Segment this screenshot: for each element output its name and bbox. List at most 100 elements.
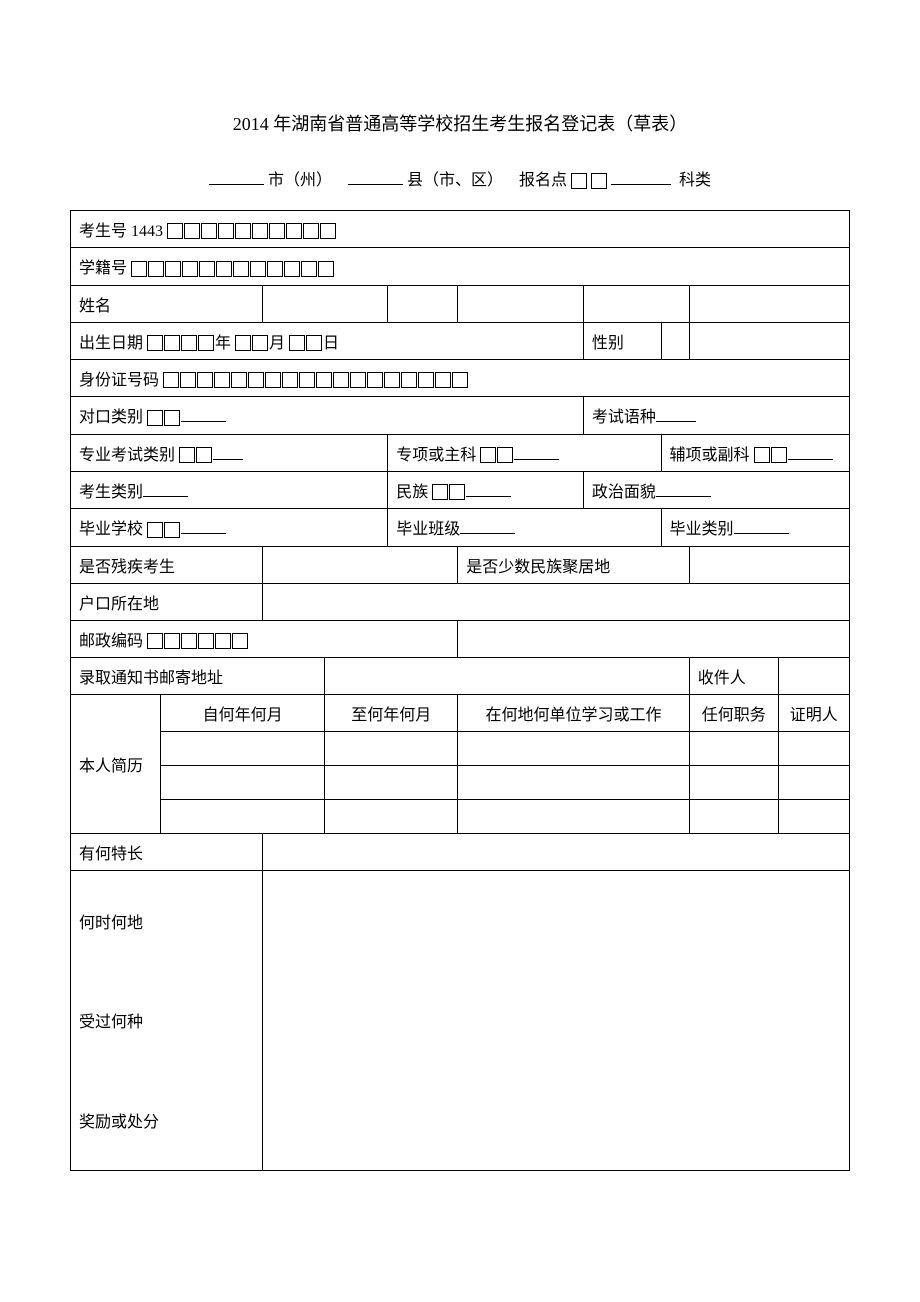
- resume-wit-2[interactable]: [778, 765, 849, 799]
- admission-addr-field[interactable]: [325, 657, 689, 694]
- name-field-5[interactable]: [689, 285, 849, 322]
- examinee-no-box[interactable]: [320, 223, 336, 239]
- aux-minor-blank[interactable]: [788, 459, 833, 460]
- cand-type-blank[interactable]: [143, 496, 188, 497]
- student-no-box[interactable]: [284, 261, 300, 277]
- postal-field[interactable]: [458, 620, 850, 657]
- county-blank[interactable]: [348, 184, 403, 185]
- grad-school-box[interactable]: [147, 522, 163, 538]
- student-no-box[interactable]: [267, 261, 283, 277]
- resume-from-3[interactable]: [161, 799, 325, 833]
- student-no-box[interactable]: [199, 261, 215, 277]
- id-no-box[interactable]: [214, 372, 230, 388]
- regpoint-box[interactable]: [591, 173, 607, 189]
- exam-lang-blank[interactable]: [656, 421, 696, 422]
- regpoint-blank[interactable]: [611, 184, 671, 185]
- grad-class-blank[interactable]: [460, 533, 515, 534]
- ethnicity-blank[interactable]: [466, 496, 511, 497]
- name-field-2[interactable]: [388, 285, 458, 322]
- postal-box[interactable]: [198, 633, 214, 649]
- postal-box[interactable]: [164, 633, 180, 649]
- birth-d-box[interactable]: [306, 335, 322, 351]
- id-no-box[interactable]: [231, 372, 247, 388]
- resume-pos-1[interactable]: [689, 731, 778, 765]
- awards-field[interactable]: [262, 870, 849, 1170]
- id-no-box[interactable]: [163, 372, 179, 388]
- examinee-no-box[interactable]: [252, 223, 268, 239]
- resume-where-2[interactable]: [458, 765, 690, 799]
- examinee-no-box[interactable]: [269, 223, 285, 239]
- ethnicity-box[interactable]: [449, 484, 465, 500]
- id-no-box[interactable]: [316, 372, 332, 388]
- pro-exam-box[interactable]: [179, 447, 195, 463]
- birth-m-box[interactable]: [235, 335, 251, 351]
- city-blank[interactable]: [209, 184, 264, 185]
- ethnicity-box[interactable]: [432, 484, 448, 500]
- id-no-box[interactable]: [401, 372, 417, 388]
- student-no-box[interactable]: [318, 261, 334, 277]
- id-no-box[interactable]: [350, 372, 366, 388]
- student-no-box[interactable]: [301, 261, 317, 277]
- special-main-box[interactable]: [480, 447, 496, 463]
- minority-area-field[interactable]: [689, 546, 849, 583]
- disabled-field[interactable]: [262, 546, 458, 583]
- birth-y-box[interactable]: [198, 335, 214, 351]
- id-no-box[interactable]: [435, 372, 451, 388]
- id-no-box[interactable]: [299, 372, 315, 388]
- gender-field-1[interactable]: [661, 322, 689, 359]
- grad-type-blank[interactable]: [734, 533, 789, 534]
- specialty-field[interactable]: [262, 833, 849, 870]
- resume-pos-2[interactable]: [689, 765, 778, 799]
- name-field-4[interactable]: [583, 285, 689, 322]
- student-no-box[interactable]: [131, 261, 147, 277]
- gender-field-2[interactable]: [689, 322, 849, 359]
- resume-where-1[interactable]: [458, 731, 690, 765]
- birth-y-box[interactable]: [181, 335, 197, 351]
- student-no-box[interactable]: [165, 261, 181, 277]
- id-no-box[interactable]: [265, 372, 281, 388]
- examinee-no-box[interactable]: [167, 223, 183, 239]
- special-main-box[interactable]: [497, 447, 513, 463]
- birth-d-box[interactable]: [289, 335, 305, 351]
- resume-to-3[interactable]: [325, 799, 458, 833]
- resume-pos-3[interactable]: [689, 799, 778, 833]
- resume-to-1[interactable]: [325, 731, 458, 765]
- pro-exam-box[interactable]: [196, 447, 212, 463]
- birth-y-box[interactable]: [147, 335, 163, 351]
- resume-to-2[interactable]: [325, 765, 458, 799]
- pro-exam-blank[interactable]: [213, 459, 243, 460]
- regpoint-box[interactable]: [571, 173, 587, 189]
- resume-from-1[interactable]: [161, 731, 325, 765]
- id-no-box[interactable]: [282, 372, 298, 388]
- birth-m-box[interactable]: [252, 335, 268, 351]
- counterpart-box[interactable]: [147, 410, 163, 426]
- examinee-no-box[interactable]: [286, 223, 302, 239]
- postal-box[interactable]: [181, 633, 197, 649]
- examinee-no-box[interactable]: [201, 223, 217, 239]
- id-no-box[interactable]: [180, 372, 196, 388]
- examinee-no-box[interactable]: [218, 223, 234, 239]
- id-no-box[interactable]: [333, 372, 349, 388]
- id-no-box[interactable]: [248, 372, 264, 388]
- grad-school-blank[interactable]: [181, 533, 226, 534]
- examinee-no-box[interactable]: [235, 223, 251, 239]
- id-no-box[interactable]: [197, 372, 213, 388]
- postal-box[interactable]: [215, 633, 231, 649]
- resume-from-2[interactable]: [161, 765, 325, 799]
- id-no-box[interactable]: [418, 372, 434, 388]
- id-no-box[interactable]: [384, 372, 400, 388]
- resume-wit-1[interactable]: [778, 731, 849, 765]
- resume-wit-3[interactable]: [778, 799, 849, 833]
- counterpart-box[interactable]: [164, 410, 180, 426]
- birth-y-box[interactable]: [164, 335, 180, 351]
- name-field-3[interactable]: [458, 285, 584, 322]
- id-no-box[interactable]: [452, 372, 468, 388]
- name-field-1[interactable]: [262, 285, 388, 322]
- postal-box[interactable]: [232, 633, 248, 649]
- recipient-field[interactable]: [778, 657, 849, 694]
- examinee-no-box[interactable]: [303, 223, 319, 239]
- student-no-box[interactable]: [182, 261, 198, 277]
- aux-minor-box[interactable]: [754, 447, 770, 463]
- special-main-blank[interactable]: [514, 459, 559, 460]
- grad-school-box[interactable]: [164, 522, 180, 538]
